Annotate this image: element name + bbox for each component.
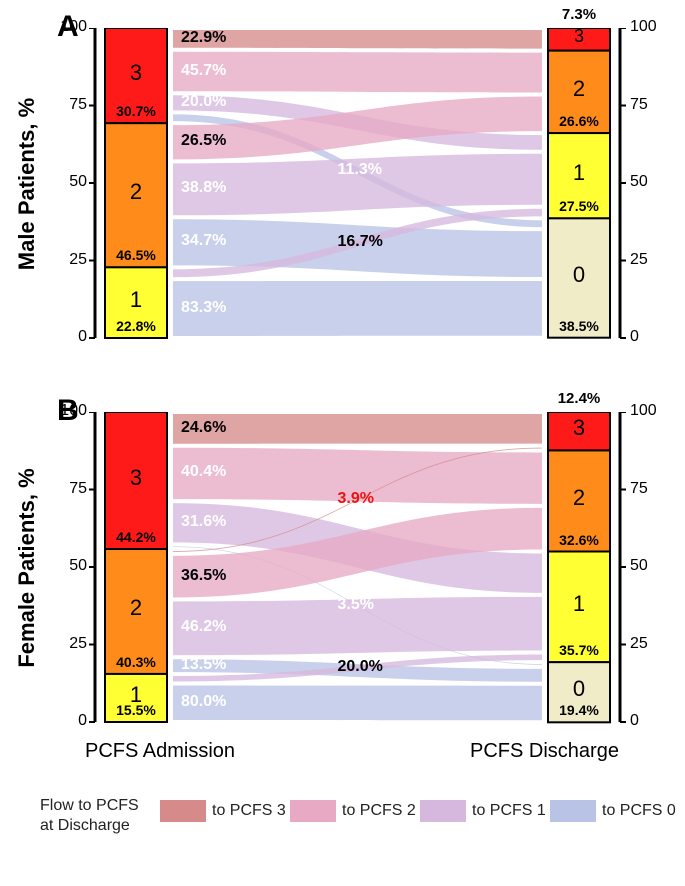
panel-B-flow-1-to-0 <box>173 686 542 721</box>
panel-A-flow-label-8: 83.3% <box>181 299 226 317</box>
panel-A-flow-label-5: 38.8% <box>181 179 226 197</box>
panel-A-letter: A <box>57 10 79 44</box>
legend-item-0: to PCFS 3 <box>160 800 286 822</box>
panel-B-top-right-pct: 12.4% <box>548 390 610 407</box>
panel-A-rtick-100: 100 <box>630 18 657 36</box>
panel-B-ylabel: Female Patients, % <box>14 468 40 668</box>
figure-stage: 00252550507575100100330.7%246.5%122.8%32… <box>0 0 685 886</box>
legend-label: to PCFS 0 <box>602 802 676 820</box>
panel-A-admission-pct-3: 30.7% <box>105 103 167 119</box>
panel-A-admission-cat-3: 3 <box>105 60 167 86</box>
panel-B-discharge-cat-2: 2 <box>548 485 610 511</box>
panel-B-flow-label-0: 24.6% <box>181 419 226 437</box>
panel-A-flow-label-1: 45.7% <box>181 62 226 80</box>
legend-swatch <box>160 800 206 822</box>
panel-B-flow-label-2: 31.6% <box>181 513 226 531</box>
panel-B-admission-cat-2: 2 <box>105 595 167 621</box>
panel-B-flow-label-4: 3.9% <box>338 490 374 508</box>
panel-B-admission-cat-3: 3 <box>105 465 167 491</box>
panel-A-admission-pct-1: 22.8% <box>105 318 167 334</box>
legend-label: to PCFS 2 <box>342 802 416 820</box>
panel-A-rtick-25: 25 <box>630 251 648 269</box>
xlabel-discharge: PCFS Discharge <box>470 740 619 763</box>
panel-B-admission-pct-3: 44.2% <box>105 529 167 545</box>
panel-B-flow-label-6: 46.2% <box>181 618 226 636</box>
panel-B-discharge-cat-1: 1 <box>548 591 610 617</box>
panel-A-admission-pct-2: 46.5% <box>105 247 167 263</box>
panel-B-flow-label-5: 36.5% <box>181 567 226 585</box>
legend-item-1: to PCFS 2 <box>290 800 416 822</box>
legend-label: to PCFS 3 <box>212 802 286 820</box>
panel-B-rtick-50: 50 <box>630 557 648 575</box>
panel-A-flow-label-0: 22.9% <box>181 29 226 47</box>
panel-A-flow-label-2: 20.0% <box>181 93 226 111</box>
panel-A-discharge-cat-1: 1 <box>548 160 610 186</box>
panel-B-ltick-50: 50 <box>53 557 87 575</box>
panel-B-rtick-75: 75 <box>630 480 648 498</box>
panel-B-flow-3-to-3 <box>173 414 542 444</box>
panel-B-ltick-0: 0 <box>53 712 87 730</box>
panel-A-flow-label-6: 34.7% <box>181 232 226 250</box>
panel-A-flow-label-3: 11.3% <box>338 161 382 179</box>
legend-title-line1: Flow to PCFS <box>40 796 139 816</box>
panel-A-discharge-cat-2: 2 <box>548 76 610 102</box>
panel-B-ltick-25: 25 <box>53 635 87 653</box>
panel-B-ltick-75: 75 <box>53 480 87 498</box>
panel-A-ltick-75: 75 <box>53 96 87 114</box>
panel-A-discharge-pct-0: 38.5% <box>548 318 610 334</box>
panel-A-discharge-pct-2: 26.6% <box>548 113 610 129</box>
panel-B-admission-pct-2: 40.3% <box>105 654 167 670</box>
panel-A-discharge-cat-3: 3 <box>548 26 610 47</box>
panel-B-flow-label-8: 20.0% <box>338 658 383 676</box>
panel-A-admission-cat-1: 1 <box>105 287 167 313</box>
panel-B-rtick-0: 0 <box>630 712 639 730</box>
panel-B-flow-label-9: 80.0% <box>181 693 226 711</box>
panel-A-rtick-75: 75 <box>630 96 648 114</box>
legend-title-line2: at Discharge <box>40 816 130 836</box>
panel-B-discharge-pct-1: 35.7% <box>548 642 610 658</box>
panel-A-flow-3-to-2 <box>173 52 542 93</box>
legend-label: to PCFS 1 <box>472 802 546 820</box>
panel-A-top-right-pct: 7.3% <box>548 6 610 23</box>
panel-A-admission-cat-2: 2 <box>105 179 167 205</box>
panel-A-ltick-0: 0 <box>53 328 87 346</box>
legend-swatch <box>420 800 466 822</box>
panel-B-discharge-cat-0: 0 <box>548 676 610 702</box>
panel-B-letter: B <box>57 394 79 428</box>
panel-B-rtick-25: 25 <box>630 635 648 653</box>
panel-B-admission-pct-1: 15.5% <box>105 702 167 718</box>
legend-item-2: to PCFS 1 <box>420 800 546 822</box>
panel-A-rtick-50: 50 <box>630 173 648 191</box>
panel-A-ltick-25: 25 <box>53 251 87 269</box>
panel-A-flow-1-to-0 <box>173 281 542 336</box>
panel-A-rtick-0: 0 <box>630 328 639 346</box>
panel-B-discharge-pct-0: 19.4% <box>548 702 610 718</box>
panel-A-flow-label-4: 26.5% <box>181 132 226 150</box>
panel-A-discharge-cat-0: 0 <box>548 262 610 288</box>
panel-B-rtick-100: 100 <box>630 402 657 420</box>
legend-swatch <box>290 800 336 822</box>
panel-A-ylabel: Male Patients, % <box>14 84 40 284</box>
panel-A-flow-label-7: 16.7% <box>338 233 383 251</box>
panel-B-flow-label-3: 3.5% <box>338 596 374 614</box>
panel-A-discharge-pct-1: 27.5% <box>548 198 610 214</box>
panel-A-flow-3-to-3 <box>173 30 542 49</box>
legend-item-3: to PCFS 0 <box>550 800 676 822</box>
panel-B-discharge-cat-3: 3 <box>548 415 610 441</box>
panel-B-discharge-pct-2: 32.6% <box>548 532 610 548</box>
panel-B-flow-label-7: 13.5% <box>181 656 226 674</box>
panel-A-ltick-50: 50 <box>53 173 87 191</box>
xlabel-admission: PCFS Admission <box>85 740 235 763</box>
legend-swatch <box>550 800 596 822</box>
panel-B-flow-label-1: 40.4% <box>181 463 226 481</box>
